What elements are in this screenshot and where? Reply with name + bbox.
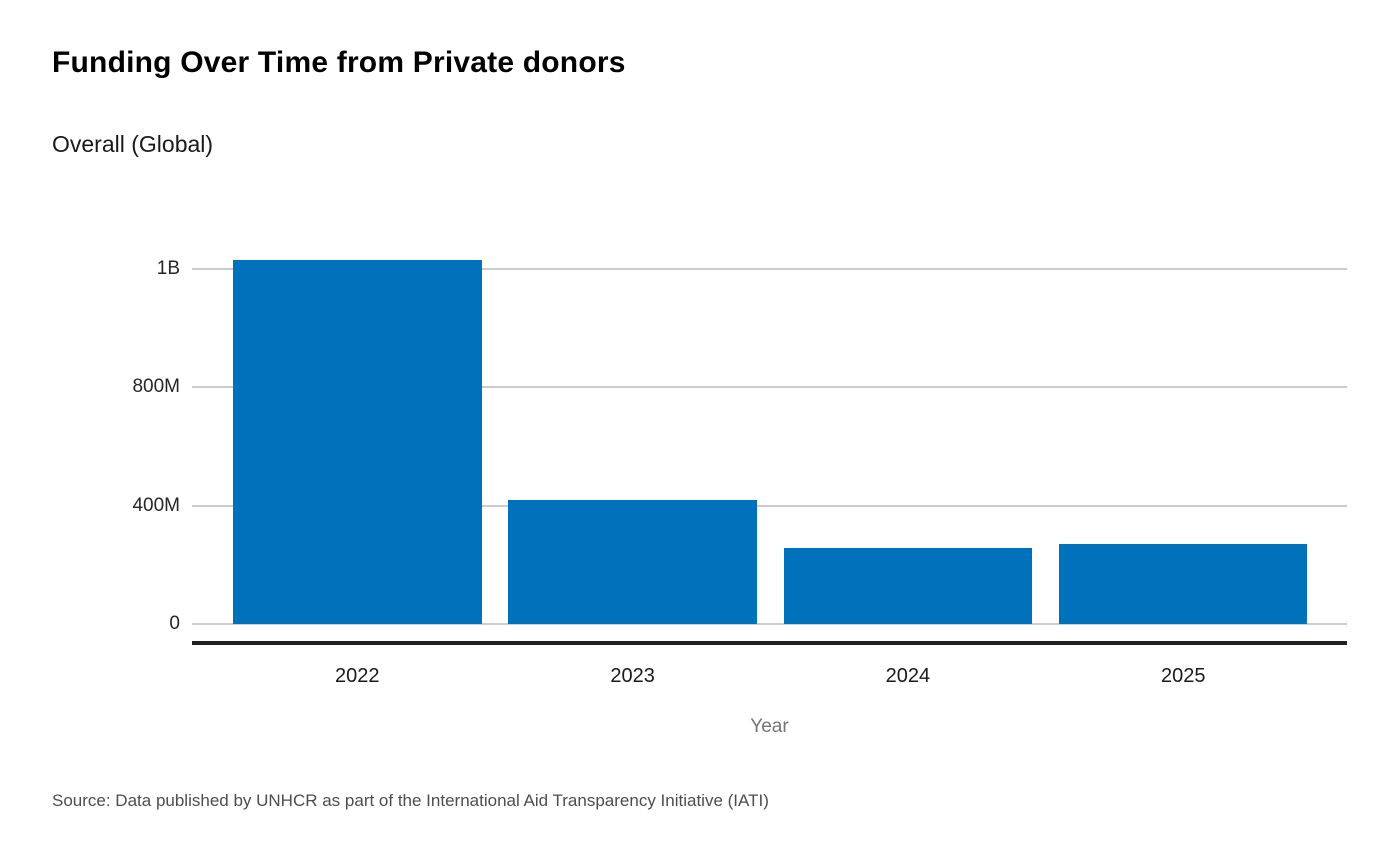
gridline-0 — [192, 623, 1347, 625]
x-tick-label-2025: 2025 — [1160, 665, 1206, 687]
x-axis-line — [192, 641, 1347, 645]
bar-2023[interactable] — [508, 499, 757, 624]
x-axis-title: Year — [750, 716, 789, 737]
chart-title: Funding Over Time from Private donors — [52, 46, 626, 79]
x-tick-label-2022: 2022 — [335, 665, 380, 687]
bar-2022[interactable] — [233, 260, 482, 624]
y-tick-label-1B: 1B — [156, 258, 180, 279]
y-tick-label-800M: 800M — [132, 376, 180, 398]
y-tick-label-400M: 400M — [132, 494, 180, 516]
gridline-1B — [192, 268, 1347, 270]
x-tick-label-2023: 2023 — [610, 665, 655, 687]
bar-2025[interactable] — [1058, 543, 1308, 624]
bar-2024[interactable] — [783, 547, 1033, 624]
gridline-800M — [192, 386, 1347, 389]
gridline-400M — [192, 504, 1347, 507]
y-tick-label-0: 0 — [169, 613, 180, 634]
source-note: Source: Data published by UNHCR as part … — [52, 791, 769, 810]
chart-subtitle: Overall (Global) — [52, 131, 214, 157]
x-tick-label-2024: 2024 — [885, 665, 931, 687]
